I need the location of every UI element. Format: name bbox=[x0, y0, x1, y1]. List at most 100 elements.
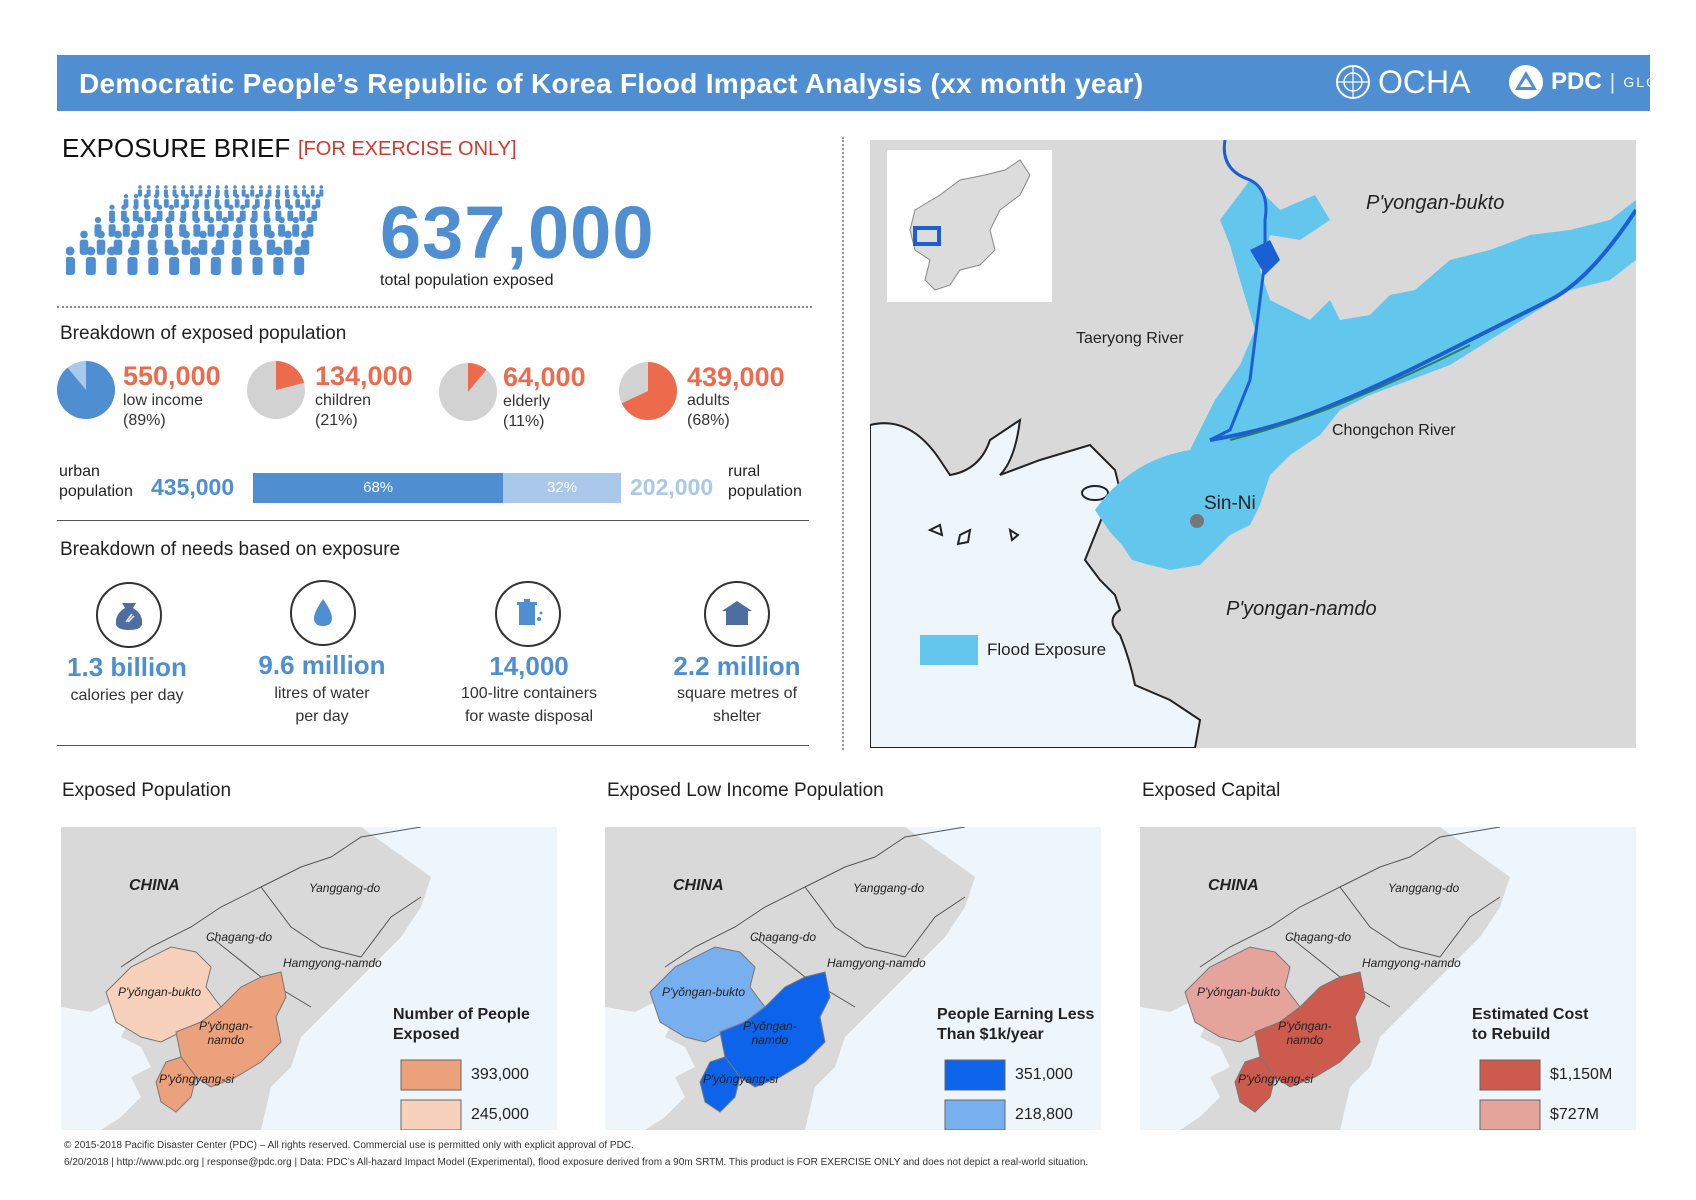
rural-label: rural population bbox=[728, 463, 802, 500]
brief-title: EXPOSURE BRIEF bbox=[62, 133, 291, 163]
needs-breakdown-title: Breakdown of needs based on exposure bbox=[60, 539, 401, 560]
need-calories-value: 1.3 billion bbox=[67, 652, 187, 682]
pdc-global-label: GLOBAL bbox=[1623, 74, 1692, 90]
need-water-label: litres of water per day bbox=[274, 685, 370, 725]
ocha-label: OCHA bbox=[1378, 63, 1471, 100]
map-label-bukto: P'yŏngan-bukto bbox=[118, 985, 202, 999]
map-title-exposed-population: Exposed Population bbox=[62, 780, 232, 801]
adults-value: 439,000 bbox=[687, 362, 785, 392]
legend-value-low: $727M bbox=[1550, 1106, 1599, 1123]
legend-value-high: 393,000 bbox=[471, 1066, 529, 1083]
map-label-taeryong-river: Taeryong River bbox=[1076, 330, 1184, 347]
small-map-1[interactable]: CHINA Yanggang-do Chagang-do Hamgyong-na… bbox=[605, 827, 1101, 1130]
ocha-logo: OCHA bbox=[1334, 63, 1470, 101]
elderly-value: 64,000 bbox=[503, 362, 586, 392]
pie-slice bbox=[57, 361, 115, 419]
map-label-bukto: P'yŏngan-bukto bbox=[1197, 985, 1281, 999]
divider bbox=[57, 306, 812, 308]
divider bbox=[57, 520, 809, 521]
pie-slice bbox=[276, 361, 305, 390]
legend-value-low: 218,800 bbox=[1015, 1106, 1073, 1123]
map-label-pyongyang: P'yŏngyang-si bbox=[159, 1072, 234, 1086]
pie-chart-low-income bbox=[57, 361, 115, 419]
map-label-chagang: Chagang-do bbox=[206, 930, 273, 944]
total-population-value: 637,000 bbox=[380, 191, 655, 274]
legend-value-high: 351,000 bbox=[1015, 1066, 1073, 1083]
map-label-pyongan-namdo: P'yongan-namdo bbox=[1226, 598, 1377, 620]
pdc-label: PDC bbox=[1551, 68, 1602, 95]
map-label-hamgyong: Hamgyong-namdo bbox=[283, 956, 382, 970]
map-label-namdo: P'yŏngan-namdo bbox=[199, 1019, 253, 1047]
pdc-logo: PDC | GLOBAL bbox=[1507, 63, 1691, 101]
map-label-yanggang: Yanggang-do bbox=[1388, 881, 1460, 895]
exercise-tag: [FOR EXERCISE ONLY] bbox=[298, 138, 517, 160]
need-shelter-value: 2.2 million bbox=[673, 651, 801, 681]
pie-slice bbox=[468, 363, 487, 392]
waste-bin-icon bbox=[495, 581, 561, 647]
children-value: 134,000 bbox=[315, 361, 413, 391]
header-banner: Democratic People’s Republic of Korea Fl… bbox=[57, 55, 1689, 111]
legend-value-low: 245,000 bbox=[471, 1106, 529, 1123]
rural-value: 202,000 bbox=[630, 474, 714, 500]
population-breakdown-title: Breakdown of exposed population bbox=[60, 323, 347, 344]
map-label-china: CHINA bbox=[129, 877, 180, 894]
pie-low-income bbox=[56, 360, 116, 425]
pie-slice bbox=[621, 362, 677, 420]
pie-children bbox=[246, 360, 306, 425]
small-map-0[interactable]: CHINA Yanggang-do Chagang-do Hamgyong-na… bbox=[61, 827, 557, 1130]
need-shelter-label: square metres of shelter bbox=[676, 685, 798, 725]
pie-chart-children bbox=[247, 361, 305, 419]
map-label-china: CHINA bbox=[1208, 877, 1259, 894]
urban-value: 435,000 bbox=[151, 474, 235, 500]
small-map-2[interactable]: CHINA Yanggang-do Chagang-do Hamgyong-na… bbox=[1140, 827, 1636, 1130]
map-label-namdo: P'yŏngan-namdo bbox=[743, 1019, 797, 1047]
vertical-divider bbox=[842, 137, 844, 750]
map-label-pyongan-bukto: P'yongan-bukto bbox=[1366, 192, 1505, 214]
rural-pct: 32% bbox=[547, 479, 578, 496]
map-label-china: CHINA bbox=[673, 877, 724, 894]
data-source-note: 6/20/2018 | http://www.pdc.org | respons… bbox=[64, 1157, 1089, 1168]
shelter-icon bbox=[704, 581, 770, 647]
urban-rural-bar: 68% 32% bbox=[253, 473, 621, 503]
map-label-yanggang: Yanggang-do bbox=[853, 881, 925, 895]
map-title-exposed-low-income: Exposed Low Income Population bbox=[607, 780, 884, 801]
map-label-chagang: Chagang-do bbox=[1285, 930, 1352, 944]
map-label-hamgyong: Hamgyong-namdo bbox=[1362, 956, 1461, 970]
pdc-triangle-icon bbox=[1509, 65, 1543, 99]
pie-chart-adults bbox=[619, 362, 677, 420]
need-waste-label: 100-litre containers for waste disposal bbox=[460, 685, 598, 725]
need-calories-label: calories per day bbox=[70, 687, 184, 704]
water-drop-icon bbox=[290, 580, 356, 646]
legend-title: Number of People Exposed bbox=[393, 1006, 530, 1043]
map-label-pyongyang: P'yŏngyang-si bbox=[703, 1072, 778, 1086]
total-population-label: total population exposed bbox=[380, 272, 554, 289]
map-label-chongchon-river: Chongchon River bbox=[1332, 422, 1456, 439]
map-title-exposed-capital: Exposed Capital bbox=[1142, 780, 1281, 801]
need-waste-value: 14,000 bbox=[489, 651, 569, 681]
un-emblem-icon bbox=[1336, 65, 1370, 99]
urban-bar-fill bbox=[253, 473, 504, 503]
pie-chart-elderly bbox=[439, 363, 497, 421]
low-income-value: 550,000 bbox=[123, 361, 221, 391]
map-label-namdo: P'yŏngan-namdo bbox=[1278, 1019, 1332, 1047]
children-label: children (21%) bbox=[315, 392, 372, 429]
map-label-hamgyong: Hamgyong-namdo bbox=[827, 956, 926, 970]
flood-exposure-map[interactable]: P'yongan-bukto Taeryong River Chongchon … bbox=[870, 140, 1636, 748]
page-title: Democratic People’s Republic of Korea Fl… bbox=[79, 68, 1144, 99]
legend-value-high: $1,150M bbox=[1550, 1066, 1613, 1083]
map-label-bukto: P'yŏngan-bukto bbox=[662, 985, 746, 999]
urban-pct: 68% bbox=[363, 479, 394, 496]
legend-title: Estimated Cost to Rebuild bbox=[1472, 1006, 1589, 1043]
copyright-notice: © 2015-2018 Pacific Disaster Center (PDC… bbox=[64, 1140, 634, 1151]
divider bbox=[57, 745, 809, 746]
map-label-sin-ni: Sin-Ni bbox=[1204, 493, 1256, 514]
pie-adults bbox=[618, 361, 678, 426]
food-sack-icon bbox=[96, 582, 162, 648]
map-label-pyongyang: P'yŏngyang-si bbox=[1238, 1072, 1313, 1086]
map-label-yanggang: Yanggang-do bbox=[309, 881, 381, 895]
people-crowd-icon bbox=[66, 185, 324, 275]
flood-exposure-legend-label: Flood Exposure bbox=[987, 640, 1107, 659]
pie-elderly bbox=[438, 362, 498, 427]
legend-title: People Earning Less Than $1k/year bbox=[937, 1006, 1095, 1043]
urban-label: urban population bbox=[59, 463, 133, 500]
